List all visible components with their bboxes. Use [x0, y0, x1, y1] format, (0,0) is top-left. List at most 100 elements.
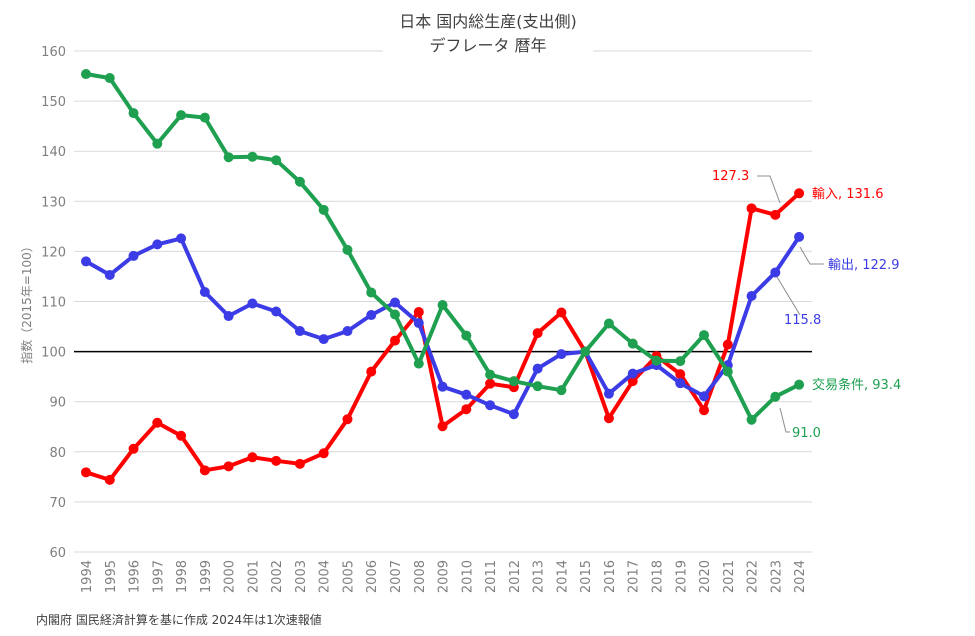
x-tick-labels: 1994 1995 1996 1997 1998 1999 2000 2001 2002 2003… — [80, 560, 808, 593]
series-layer — [81, 69, 805, 485]
x-tick-label: 2021 — [722, 560, 737, 593]
data-point-tot — [627, 338, 638, 349]
data-point-import — [722, 339, 733, 350]
x-tick-label: 2022 — [746, 560, 761, 593]
data-point-import — [152, 417, 163, 428]
x-tick-label: 1998 — [175, 560, 190, 593]
data-point-import — [413, 307, 424, 318]
data-point-tot — [675, 356, 686, 367]
data-point-tot — [770, 391, 781, 402]
data-point-import — [461, 404, 472, 415]
data-point-import — [128, 443, 139, 454]
data-point-export — [128, 250, 139, 261]
data-point-export — [532, 363, 543, 374]
data-point-import — [81, 467, 91, 478]
leader-tot-2023 — [779, 407, 790, 433]
data-point-tot — [603, 318, 614, 329]
y-tick-label: 150 — [41, 95, 66, 110]
data-point-export — [603, 388, 614, 399]
data-point-export — [556, 349, 567, 360]
data-point-tot — [81, 69, 91, 80]
x-tick-label: 2020 — [698, 560, 713, 593]
x-tick-label: 2019 — [674, 560, 689, 593]
x-tick-label: 2002 — [270, 560, 285, 593]
data-point-import — [532, 328, 543, 339]
data-point-import — [366, 366, 377, 377]
data-point-import — [770, 209, 781, 220]
data-point-import — [294, 458, 305, 469]
data-point-export — [152, 239, 163, 250]
data-point-export — [199, 286, 210, 297]
x-tick-label: 1999 — [199, 560, 214, 593]
data-point-export — [627, 368, 638, 379]
data-point-tot — [532, 381, 543, 392]
chart-title: 日本 国内総生産(支出側) — [399, 12, 577, 31]
data-point-import — [199, 465, 210, 476]
x-tick-label: 2001 — [246, 560, 261, 593]
data-point-tot — [651, 355, 662, 366]
data-point-export — [699, 391, 710, 402]
data-point-tot — [746, 414, 757, 425]
data-point-import — [746, 203, 757, 214]
data-point-tot — [128, 108, 139, 119]
data-point-tot — [247, 151, 258, 162]
data-point-tot — [390, 309, 401, 320]
data-point-import — [556, 307, 567, 318]
x-tick-label: 2014 — [555, 560, 570, 593]
x-tick-label: 2005 — [341, 560, 356, 593]
label-import-end: 輸入, 131.6 — [812, 187, 883, 202]
y-tick-label: 90 — [49, 396, 66, 411]
data-point-import — [390, 335, 401, 346]
y-tick-label: 70 — [49, 496, 66, 511]
y-tick-label: 130 — [41, 195, 66, 210]
data-point-export — [770, 267, 781, 278]
data-point-import — [342, 414, 353, 425]
y-tick-label: 80 — [49, 446, 66, 461]
label-tot-end: 交易条件, 93.4 — [812, 377, 901, 393]
x-tick-label: 2007 — [389, 560, 404, 593]
data-point-export — [746, 290, 757, 301]
data-point-export — [223, 311, 234, 322]
chart-subtitle: デフレータ 暦年 — [429, 36, 546, 55]
data-point-export — [104, 269, 115, 280]
data-point-export — [366, 310, 377, 321]
data-point-export — [437, 381, 448, 392]
data-point-import — [271, 455, 282, 466]
x-tick-label: 1994 — [80, 560, 95, 593]
data-point-tot — [437, 300, 448, 311]
x-tick-label: 2023 — [769, 560, 784, 593]
data-point-tot — [104, 73, 115, 84]
x-tick-label: 2016 — [603, 560, 618, 593]
series-tot — [81, 69, 805, 425]
label-export-2023: 115.8 — [784, 313, 821, 328]
x-tick-label: 2004 — [318, 560, 333, 593]
x-tick-label: 2008 — [413, 560, 428, 593]
data-point-export — [318, 334, 329, 345]
x-tick-label: 1995 — [104, 560, 119, 593]
x-tick-label: 2024 — [793, 560, 808, 593]
y-tick-label: 120 — [41, 245, 66, 260]
y-tick-label: 60 — [49, 546, 66, 561]
data-point-import — [247, 452, 258, 463]
data-point-import — [699, 405, 710, 416]
x-tick-label: 2012 — [508, 560, 523, 593]
x-tick-label: 2006 — [365, 560, 380, 593]
y-tick-label: 110 — [41, 296, 66, 311]
data-point-tot — [699, 330, 710, 341]
x-tick-label: 2009 — [437, 560, 452, 593]
data-point-export — [794, 231, 805, 242]
data-point-export — [342, 326, 353, 337]
y-tick-label: 160 — [41, 45, 66, 60]
data-point-import — [627, 376, 638, 387]
data-point-import — [675, 369, 686, 380]
leader-export-2023 — [776, 276, 801, 316]
leader-import-2023 — [757, 175, 781, 204]
x-tick-label: 2015 — [579, 560, 594, 593]
data-point-export — [176, 233, 187, 244]
data-point-tot — [294, 176, 305, 187]
data-point-import — [485, 378, 496, 389]
data-point-tot — [413, 358, 424, 369]
leader-export-end — [799, 246, 824, 265]
data-point-export — [294, 326, 305, 337]
